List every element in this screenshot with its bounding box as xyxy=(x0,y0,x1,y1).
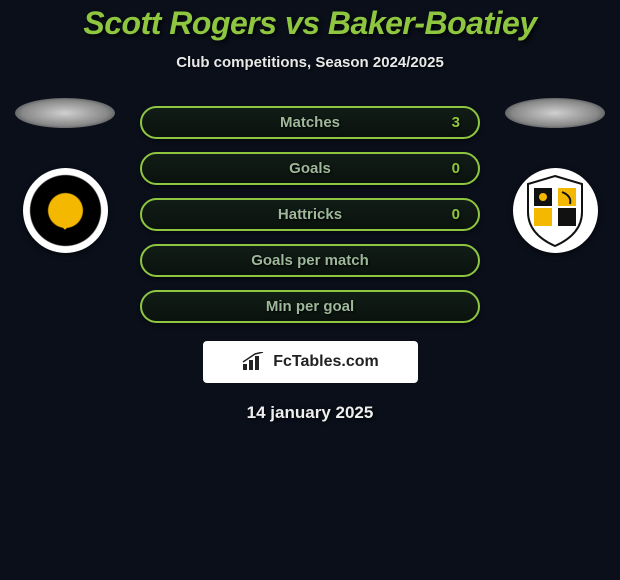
bar-chart-icon xyxy=(241,352,267,372)
stat-row-goals: Goals 0 xyxy=(140,152,480,185)
player-silhouette-left xyxy=(15,98,115,128)
shield-icon xyxy=(520,174,590,248)
stat-label: Goals xyxy=(174,160,446,177)
stat-value-right: 3 xyxy=(446,114,460,131)
comparison-row: Matches 3 Goals 0 Hattricks 0 Goals per … xyxy=(0,106,620,323)
player-column-left xyxy=(10,106,120,253)
subtitle: Club competitions, Season 2024/2025 xyxy=(0,54,620,71)
stat-row-goals-per-match: Goals per match xyxy=(140,244,480,277)
stat-label: Hattricks xyxy=(174,206,446,223)
branding-text: FcTables.com xyxy=(273,353,379,371)
stats-column: Matches 3 Goals 0 Hattricks 0 Goals per … xyxy=(140,106,480,323)
stat-row-matches: Matches 3 xyxy=(140,106,480,139)
stat-row-hattricks: Hattricks 0 xyxy=(140,198,480,231)
stat-row-min-per-goal: Min per goal xyxy=(140,290,480,323)
stat-label: Min per goal xyxy=(174,298,446,315)
club-crest-right xyxy=(513,168,598,253)
branding-badge: FcTables.com xyxy=(203,341,418,383)
stat-value-right: 0 xyxy=(446,206,460,223)
stat-label: Goals per match xyxy=(174,252,446,269)
page-title: Scott Rogers vs Baker-Boatiey xyxy=(0,5,620,42)
stat-label: Matches xyxy=(174,114,446,131)
date-text: 14 january 2025 xyxy=(0,403,620,423)
player-column-right xyxy=(500,106,610,253)
stat-value-right: 0 xyxy=(446,160,460,177)
comparison-card: Scott Rogers vs Baker-Boatiey Club compe… xyxy=(0,0,620,423)
club-crest-left xyxy=(23,168,108,253)
player-silhouette-right xyxy=(505,98,605,128)
